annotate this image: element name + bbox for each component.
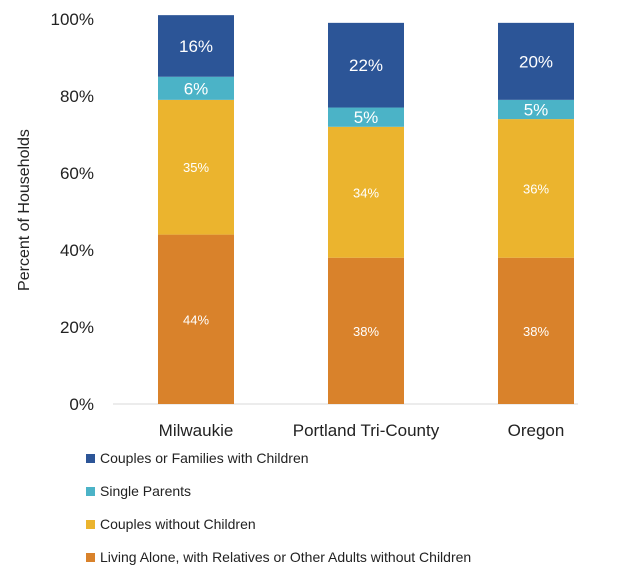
y-tick-label: 0%: [69, 395, 94, 414]
legend-label: Single Parents: [100, 483, 191, 499]
y-axis-ticks: 0% 20% 40% 60% 80% 100%: [51, 10, 94, 414]
x-category-label: Portland Tri-County: [293, 421, 440, 440]
data-label: 44%: [183, 312, 209, 327]
bar-segment: [328, 126, 404, 258]
y-tick-label: 100%: [51, 10, 94, 29]
data-label: 6%: [184, 79, 209, 98]
data-label: 38%: [353, 324, 379, 339]
data-label: 20%: [519, 52, 553, 71]
y-tick-label: 60%: [60, 164, 94, 183]
bar-segment: [498, 99, 574, 120]
data-label: 22%: [349, 56, 383, 75]
legend-swatch: [86, 454, 95, 463]
data-label: 34%: [353, 185, 379, 200]
bar-segment: [158, 15, 234, 77]
x-axis-categories: Milwaukie Portland Tri-County Oregon: [159, 421, 565, 440]
data-label: 36%: [523, 181, 549, 196]
data-label: 16%: [179, 37, 213, 56]
legend-label: Living Alone, with Relatives or Other Ad…: [100, 549, 471, 565]
y-tick-label: 80%: [60, 87, 94, 106]
legend-swatch: [86, 553, 95, 562]
bar-segment: [328, 22, 404, 108]
bar-segment: [158, 234, 234, 404]
bar-segment: [328, 107, 404, 127]
bar-segment: [498, 257, 574, 404]
bar-segment: [498, 22, 574, 100]
data-label: 35%: [183, 160, 209, 175]
legend-swatch: [86, 520, 95, 529]
bar-segment: [158, 76, 234, 100]
legend-label: Couples without Children: [100, 516, 256, 532]
y-axis-label: Percent of Households: [16, 129, 33, 291]
data-label: 38%: [523, 324, 549, 339]
legend-swatch: [86, 487, 95, 496]
y-tick-label: 20%: [60, 318, 94, 337]
bars: 44% 35% 6% 16% 38% 34% 5% 22% 38% 36% 5% 20%: [158, 15, 574, 404]
data-label: 5%: [524, 100, 549, 119]
bar-segment: [158, 99, 234, 235]
x-category-label: Oregon: [508, 421, 565, 440]
legend: Couples or Families with Children Single …: [86, 450, 471, 565]
bar-segment: [328, 257, 404, 404]
y-tick-label: 40%: [60, 241, 94, 260]
x-category-label: Milwaukie: [159, 421, 234, 440]
bar-segment: [498, 119, 574, 258]
legend-label: Couples or Families with Children: [100, 450, 309, 466]
data-label: 5%: [354, 108, 379, 127]
